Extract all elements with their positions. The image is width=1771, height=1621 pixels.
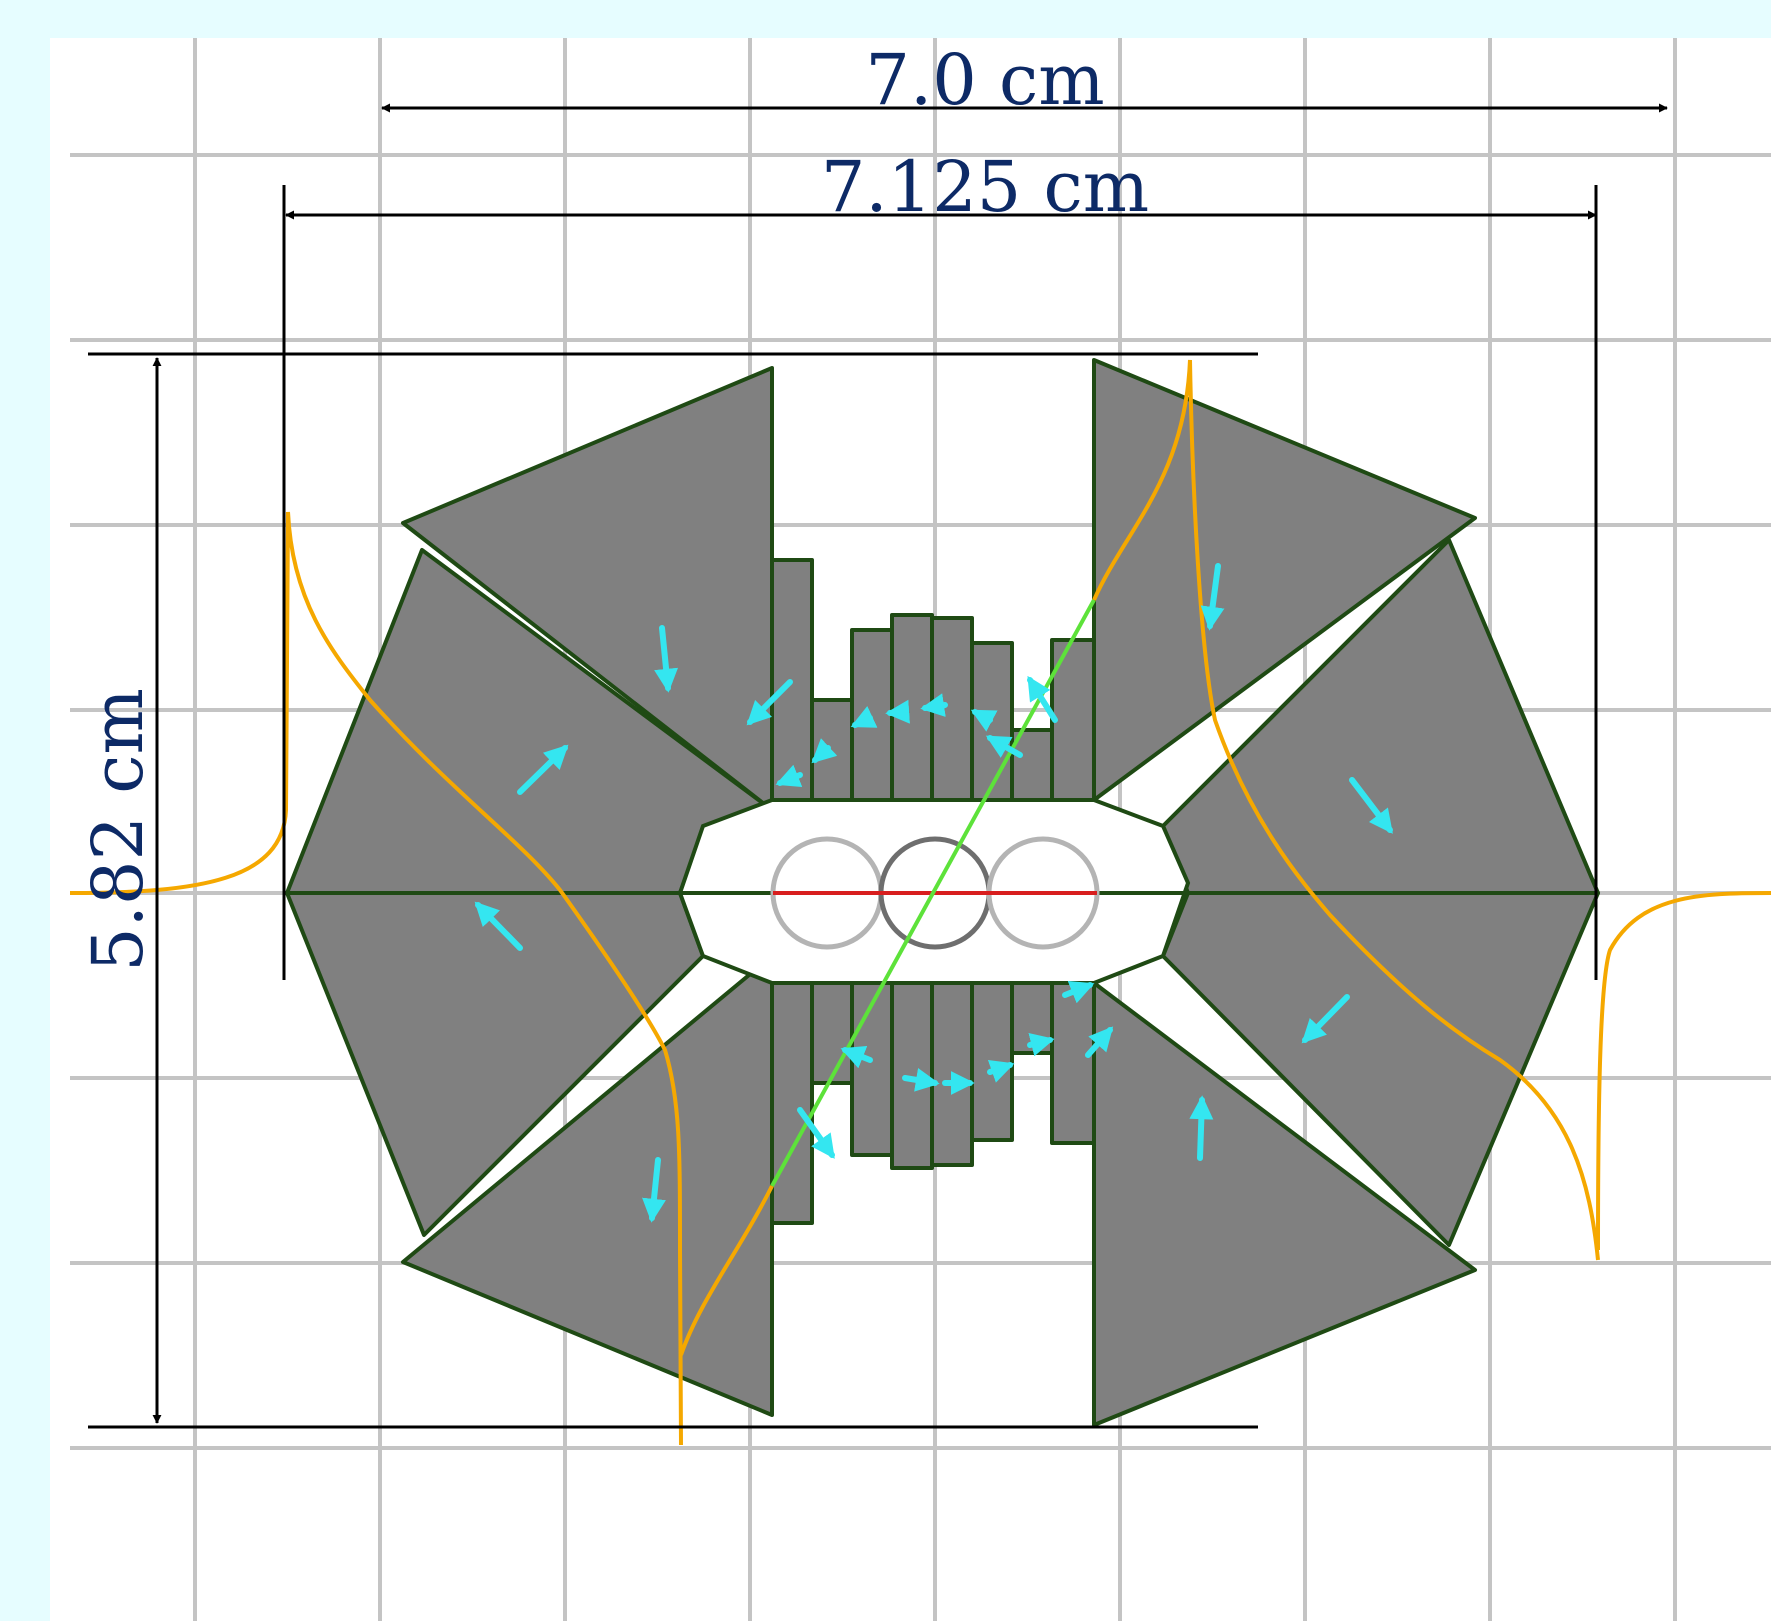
arrow-icon [642, 1157, 666, 1223]
aperture-block [970, 981, 1014, 1142]
aperture-block [890, 981, 934, 1170]
panel-right-bottom-triangle [1092, 981, 1477, 1427]
arrow-icon [840, 1045, 873, 1069]
arrow-icon [885, 699, 910, 724]
arrow-icon [654, 625, 679, 693]
arrow-icon [1349, 777, 1393, 834]
arrow-icon [746, 679, 793, 726]
field-curve-right-inner [1092, 359, 1600, 1261]
magnetization-arrows [474, 563, 1393, 1223]
field-curve-left-inner [368, 698, 683, 1446]
arrow-icon [1062, 980, 1095, 1004]
arrow-icon [902, 1068, 940, 1092]
arrow-icon [1085, 1026, 1114, 1058]
arrow-icon [797, 1107, 835, 1159]
aperture-block [770, 981, 814, 1225]
arrow-icon [811, 738, 838, 764]
aperture-block [850, 981, 894, 1157]
arrow-icon [970, 709, 998, 732]
aperture-block [1010, 728, 1054, 802]
dim-label-height: 5.82 cm [77, 688, 159, 972]
arrow-icon [1027, 675, 1058, 723]
field-curve-left-lower [679, 1185, 774, 1356]
arrow-icon [1027, 1033, 1055, 1057]
arrow-icon [1301, 994, 1350, 1044]
arrow-icon [775, 764, 803, 788]
arrow-icon [474, 901, 523, 951]
aperture-block [850, 628, 894, 802]
magnet-panels [285, 358, 1600, 1427]
dim-label-outer-width: 7.0 cm [865, 39, 1104, 121]
aperture-block [810, 698, 854, 802]
field-curve-left-outer [69, 511, 372, 895]
field-curve-right-outer [1596, 891, 1771, 1251]
panel-right-top-triangle [1092, 358, 1477, 802]
arrow-icon [517, 744, 569, 795]
arrow-icon [1200, 563, 1225, 631]
aperture-block [1050, 981, 1096, 1145]
dimensions [88, 103, 1668, 1429]
arrow-icon [1189, 1095, 1214, 1161]
field-curves [69, 359, 1771, 1446]
dim-label-inner-width: 7.125 cm [821, 146, 1149, 228]
arrow-icon [985, 735, 1023, 758]
aperture-block [930, 981, 974, 1167]
arrow-icon [850, 706, 878, 728]
aperture-block [810, 981, 854, 1085]
arrow-icon [920, 693, 948, 718]
arrow-icon [987, 1060, 1015, 1083]
